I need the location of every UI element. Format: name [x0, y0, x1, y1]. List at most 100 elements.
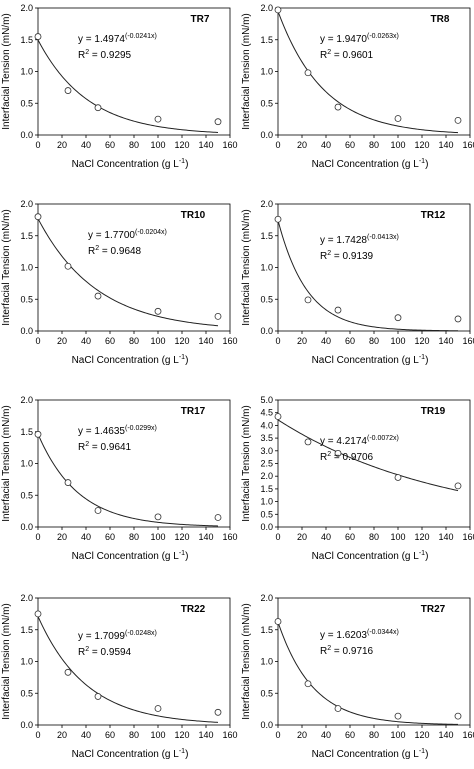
r-squared: R2 = 0.9139: [320, 250, 374, 262]
data-point: [394, 474, 402, 481]
y-tick-label: 3.5: [260, 433, 273, 443]
r-squared: R2 = 0.9295: [78, 49, 132, 61]
x-axis-title-text: NaCl Concentration (g L: [312, 355, 420, 366]
x-axis-title: NaCl Concentration (g L-1): [72, 158, 189, 170]
r-squared-value: = 0.9641: [89, 442, 131, 453]
y-tick-label: 1.0: [260, 497, 273, 507]
x-axis-title-text: NaCl Concentration (g L: [312, 551, 420, 562]
x-axis-title-text: NaCl Concentration (g L: [72, 749, 180, 760]
equation-exponent: (-0.0072x): [367, 435, 399, 442]
x-axis-title-sup: -1: [419, 354, 425, 361]
data-point: [34, 430, 42, 438]
x-axis-title-end: ): [425, 159, 428, 170]
r-squared-exponent: 2: [95, 245, 99, 252]
x-axis-title-end: ): [185, 355, 188, 366]
y-tick-label: 0.0: [20, 326, 33, 336]
r-squared-value: = 0.9139: [331, 251, 373, 262]
y-axis-title: Interfacial Tension (mN/m): [241, 13, 252, 130]
r-squared-exponent: 2: [85, 441, 89, 448]
y-tick-label: 0.0: [20, 130, 33, 140]
r-squared: R2 = 0.9706: [320, 451, 374, 463]
x-tick-label: 0: [275, 140, 280, 150]
chart-panel-tr22: 0 20 40 60 80 100 120 140 160 0.0 0.5 1.0 1.5 2.0 TR22…: [1, 593, 238, 760]
chart-panel-tr8: 0 20 40 60 80 100 120 140 160 0.0 0.5 1.0 1.5 2.0 TR8 y…: [241, 3, 474, 170]
y-tick-label: 0.0: [20, 720, 33, 730]
equation-base: y = 1.4635: [78, 426, 125, 437]
y-tick-label: 2.5: [260, 459, 273, 469]
x-tick-label: 20: [297, 140, 307, 150]
x-tick-label: 140: [438, 730, 453, 740]
x-tick-label: 80: [129, 730, 139, 740]
equation-exponent: (-0.0248x): [125, 630, 157, 637]
x-tick-label: 40: [321, 336, 331, 346]
x-tick-label: 80: [369, 532, 379, 542]
fit-equation: y = 1.7428(-0.0413x): [320, 234, 399, 246]
r-squared-exponent: 2: [327, 250, 331, 257]
fit-equation: y = 4.2174(-0.0072x): [320, 435, 399, 447]
panel-label: TR7: [191, 14, 210, 25]
x-axis-title-end: ): [425, 551, 428, 562]
r-squared-value: = 0.9706: [331, 452, 373, 463]
y-axis-title: Interfacial Tension (mN/m): [1, 603, 12, 720]
data-point: [64, 262, 72, 270]
r-squared-exponent: 2: [327, 645, 331, 652]
data-point: [274, 413, 282, 420]
x-axis-title-sup: -1: [179, 550, 185, 557]
y-tick-label: 3.0: [260, 446, 273, 456]
data-point: [394, 115, 402, 122]
r-squared-exponent: 2: [85, 646, 89, 653]
data-point: [454, 482, 462, 490]
data-point: [34, 213, 42, 221]
x-tick-label: 60: [105, 336, 115, 346]
r-squared-value: = 0.9601: [331, 50, 373, 61]
x-tick-label: 140: [438, 140, 453, 150]
data-point: [304, 296, 312, 304]
data-point: [64, 87, 72, 94]
equation-exponent: (-0.0344x): [367, 629, 399, 636]
r-squared-symbol: R: [320, 646, 327, 657]
x-tick-label: 40: [81, 336, 91, 346]
y-tick-label: 1.0: [20, 67, 33, 77]
equation-exponent: (-0.0263x): [367, 33, 399, 40]
data-point: [154, 307, 162, 315]
y-tick-label: 1.5: [20, 625, 33, 635]
y-axis-title: Interfacial Tension (mN/m): [241, 405, 252, 522]
chart-panel-tr10: 0 20 40 60 80 100 120 140 160 0.0 0.5 1.0 1.5 2.0 TR10…: [1, 199, 238, 366]
data-point: [274, 618, 282, 625]
data-point: [304, 438, 312, 446]
x-tick-label: 60: [105, 140, 115, 150]
fit-curve: [277, 220, 459, 332]
fit-equation: y = 1.4635(-0.0299x): [78, 425, 157, 437]
y-tick-label: 1.5: [20, 231, 33, 241]
x-tick-label: 100: [150, 532, 165, 542]
y-tick-label: 2.0: [20, 593, 33, 603]
y-tick-label: 0.0: [260, 720, 273, 730]
r-squared: R2 = 0.9648: [88, 245, 142, 257]
x-tick-label: 60: [345, 730, 355, 740]
panel-label: TR8: [431, 14, 450, 25]
y-tick-label: 0.5: [20, 490, 33, 500]
x-tick-label: 100: [390, 140, 405, 150]
y-tick-label: 1.5: [260, 35, 273, 45]
x-tick-label: 20: [297, 730, 307, 740]
x-tick-label: 20: [57, 730, 67, 740]
x-tick-label: 140: [438, 532, 453, 542]
y-tick-label: 2.0: [260, 593, 273, 603]
plot-frame: [277, 399, 471, 528]
x-axis-title-sup: -1: [179, 748, 185, 755]
x-tick-label: 0: [275, 730, 280, 740]
y-tick-label: 4.0: [260, 420, 273, 430]
x-tick-label: 160: [222, 532, 237, 542]
y-tick-label: 0.5: [260, 294, 273, 304]
equation-exponent: (-0.0204x): [135, 229, 167, 236]
equation-base: y = 1.6203: [320, 630, 367, 641]
x-tick-label: 40: [81, 140, 91, 150]
x-axis-title-sup: -1: [419, 550, 425, 557]
equation-exponent: (-0.0413x): [367, 234, 399, 241]
x-tick-label: 80: [129, 532, 139, 542]
x-tick-label: 160: [222, 336, 237, 346]
x-axis-title-end: ): [185, 551, 188, 562]
y-tick-label: 1.5: [20, 427, 33, 437]
fit-equation: y = 1.4974(-0.0241x): [78, 33, 157, 45]
